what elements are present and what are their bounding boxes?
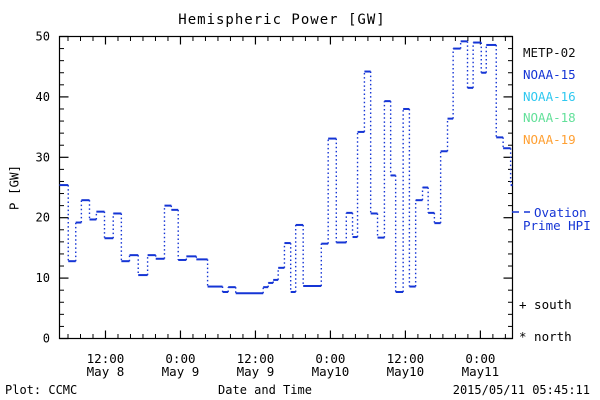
y-axis-label: P [GW] [6,164,22,211]
x-tick-date-label: May11 [462,364,500,379]
x-tick-date-label: May 9 [237,364,275,379]
x-tick-time-label: 0:00 [165,351,195,366]
x-axis-label: Date and Time [218,383,312,397]
legend-ovation-label-line2: Prime HPI [523,218,591,233]
legend-item-noaa18: NOAA-18 [523,110,576,125]
x-tick-date-label: May 8 [87,364,125,379]
footer-timestamp: 2015/05/11 05:45:11 [452,383,590,397]
legend-item-noaa16: NOAA-16 [523,89,576,104]
legend-south-label: + south [519,297,572,312]
footer-plot-credit: Plot: CCMC [5,383,78,397]
y-tick-label: 40 [36,90,50,104]
y-tick-label: 0 [43,332,50,346]
y-tick-label: 20 [36,211,50,225]
x-tick-time-label: 0:00 [465,351,495,366]
legend-item-metp02: METP-02 [523,45,576,60]
y-tick-label: 10 [36,271,50,285]
y-tick-label: 50 [36,30,50,44]
x-tick-date-label: May10 [387,364,425,379]
legend-north-label: * north [519,329,572,344]
legend-item-noaa19: NOAA-19 [523,132,576,147]
x-tick-time-label: 12:00 [87,351,125,366]
plot-frame [58,35,514,340]
x-tick-date-label: May10 [312,364,350,379]
x-tick-time-label: 12:00 [387,351,425,366]
legend-item-noaa15: NOAA-15 [523,67,576,82]
chart-title: Hemispheric Power [GW] [178,12,386,28]
x-tick-time-label: 0:00 [315,351,345,366]
x-tick-time-label: 12:00 [237,351,275,366]
legend-ovation-label-line1: Ovation [534,205,587,220]
x-tick-date-label: May 9 [162,364,200,379]
y-tick-label: 30 [36,150,50,164]
